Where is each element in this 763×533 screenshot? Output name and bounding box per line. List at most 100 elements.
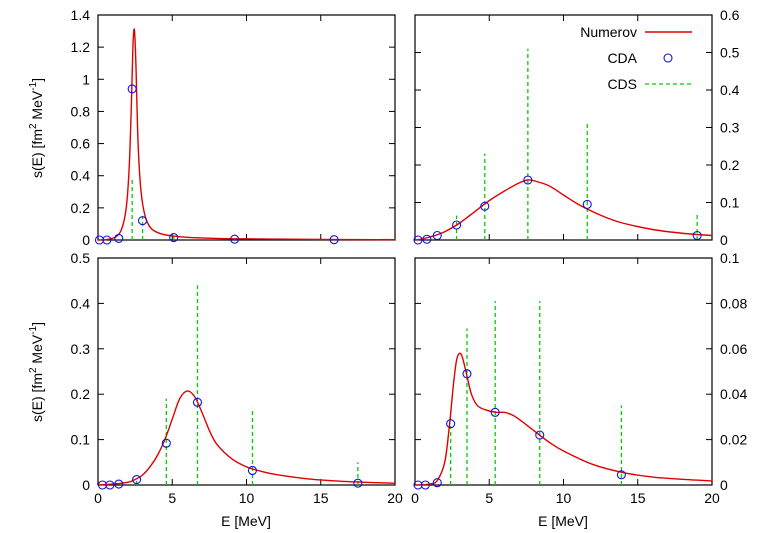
- x-tick-label: 5: [168, 490, 176, 506]
- x-tick-label: 0: [411, 490, 419, 506]
- ylabel-main: s(E) [fm: [29, 373, 45, 422]
- cda-point: [462, 369, 472, 379]
- panel-frame: [97, 257, 396, 486]
- legend-cda-swatch: [663, 53, 673, 63]
- ylabel-sup2: -1: [28, 81, 39, 90]
- cda-point: [161, 438, 171, 448]
- y-tick-label: 0.2: [720, 157, 740, 173]
- y-tick-label: 0.6: [71, 136, 91, 152]
- plot-area: [413, 48, 713, 245]
- cda-point: [422, 234, 432, 244]
- y-tick-label: 0.4: [71, 295, 91, 311]
- ylabel-end: ]: [29, 322, 45, 326]
- cda-point: [353, 478, 363, 488]
- cda-point: [413, 235, 423, 245]
- x-tick-label: 15: [630, 490, 646, 506]
- cda-point: [192, 397, 203, 407]
- ylabel-mid: MeV: [29, 90, 45, 123]
- cda-point: [582, 199, 592, 209]
- y-axis-label-top: s(E) [fm2 MeV-1]: [28, 78, 45, 178]
- cda-point: [692, 230, 702, 241]
- cda-point: [114, 479, 124, 489]
- legend-numerov-label: Numerov: [580, 24, 637, 40]
- numerov-curve: [414, 352, 713, 486]
- cda-point: [616, 470, 626, 480]
- cda-point: [230, 234, 240, 244]
- cda-point: [420, 480, 430, 490]
- y-tick-label: 0.02: [720, 432, 747, 448]
- cda-point: [432, 478, 442, 488]
- y-tick-label: 0.2: [71, 200, 91, 216]
- legend-cds-label: CDS: [607, 76, 637, 92]
- cda-point: [523, 175, 533, 185]
- cda-point: [247, 465, 257, 476]
- y-tick-label: 0.1: [720, 195, 740, 211]
- panel-top-left: 0 0.2 0.4 0.6 0.8 1 1.2 1.4: [71, 7, 396, 248]
- cda-point: [94, 235, 105, 245]
- panel-frame: [414, 14, 713, 241]
- x-tick-label: 20: [704, 490, 720, 506]
- cda-point: [535, 430, 545, 440]
- y-tick-label: 0.2: [71, 386, 91, 402]
- x-tick-label: 10: [239, 490, 255, 506]
- plot-area: [97, 285, 396, 490]
- x-tick-label: 10: [556, 490, 572, 506]
- ylabel-sup2: -1: [28, 325, 39, 334]
- panel-bottom-left: 0 0.1 0.2 0.3 0.4 0.5 0 5 10 15 20: [71, 250, 403, 506]
- y-tick-label: 0: [82, 232, 90, 248]
- cda-point: [105, 480, 115, 490]
- y-tick-label: 0.3: [720, 120, 740, 136]
- cda-point: [138, 216, 148, 226]
- ylabel-mid: MeV: [29, 334, 45, 367]
- cda-point: [490, 407, 500, 417]
- y-tick-label: 0.06: [720, 341, 747, 357]
- y-tick-label: 1.2: [71, 39, 91, 55]
- plot-area: [413, 301, 713, 490]
- y-tick-label: 0.1: [71, 432, 91, 448]
- y-ticks: 0 0.02 0.04 0.06 0.08 0.1 0 5 10 15 20: [411, 250, 747, 506]
- y-ticks: 0 0.1 0.2 0.3 0.4 0.5 0.6: [414, 7, 740, 248]
- y-tick-label: 0: [720, 232, 728, 248]
- y-tick-label: 0.8: [71, 103, 91, 119]
- cda-point: [452, 220, 462, 230]
- ylabel-sup: 2: [28, 123, 39, 129]
- x-tick-label: 20: [387, 490, 403, 506]
- cda-point: [132, 475, 142, 485]
- numerov-curve: [97, 390, 396, 486]
- ylabel-sup: 2: [28, 367, 39, 373]
- cda-point: [413, 480, 423, 490]
- y-tick-label: 0.4: [71, 168, 91, 184]
- y-axis-label-bottom: s(E) [fm2 MeV-1]: [28, 322, 45, 422]
- cda-point: [329, 235, 339, 245]
- x-axis-label-left: E [MeV]: [221, 513, 271, 529]
- numerov-curve: [414, 179, 713, 241]
- y-tick-label: 0.5: [720, 45, 740, 61]
- plot-area: [94, 28, 396, 245]
- y-tick-label: 0.3: [71, 341, 91, 357]
- y-ticks: 0 0.2 0.4 0.6 0.8 1 1.2 1.4: [71, 7, 396, 248]
- panel-top-right: 0 0.1 0.2 0.3 0.4 0.5 0.6: [413, 7, 740, 248]
- ylabel-end: ]: [29, 78, 45, 82]
- y-tick-label: 0.08: [720, 295, 747, 311]
- cda-point: [432, 230, 442, 241]
- y-tick-label: 0.4: [720, 82, 740, 98]
- legend-cda-label: CDA: [607, 50, 637, 66]
- y-tick-label: 0: [720, 477, 728, 493]
- cda-point: [446, 419, 456, 429]
- cda-point: [97, 480, 108, 490]
- x-tick-label: 0: [94, 490, 102, 506]
- cda-point: [127, 84, 137, 94]
- y-tick-label: 0.6: [720, 7, 740, 23]
- cda-point: [114, 233, 124, 243]
- y-tick-label: 0: [82, 477, 90, 493]
- y-tick-label: 0.1: [720, 250, 740, 266]
- y-tick-label: 0.04: [720, 386, 747, 402]
- cda-point: [169, 233, 179, 243]
- y-tick-label: 1: [82, 71, 90, 87]
- x-axis-label-right: E [MeV]: [538, 513, 588, 529]
- x-tick-label: 15: [313, 490, 329, 506]
- y-ticks: 0 0.1 0.2 0.3 0.4 0.5 0 5 10 15 20: [71, 250, 403, 506]
- y-tick-label: 0.5: [71, 250, 91, 266]
- cda-point: [480, 201, 490, 211]
